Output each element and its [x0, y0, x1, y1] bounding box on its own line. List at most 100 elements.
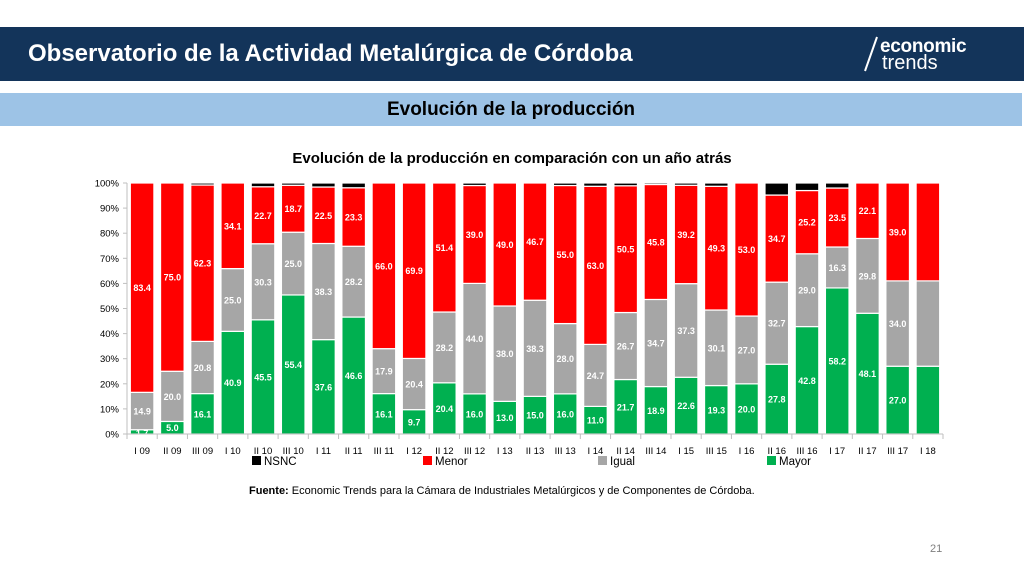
x-tick-label: III 10: [283, 446, 304, 457]
bar-segment-nsnc: [794, 182, 820, 192]
data-label-igual: 32.7: [768, 319, 786, 329]
data-label-menor: 39.2: [677, 230, 695, 240]
data-label-menor: 51.4: [436, 243, 454, 253]
data-label-menor: 45.8: [647, 237, 665, 247]
data-label-mayor: 16.0: [556, 409, 574, 419]
x-tick-label: II 10: [254, 446, 273, 457]
bar-segment-menor: [522, 182, 548, 301]
bar-segment-nsnc: [311, 182, 336, 188]
legend-label-mayor: Mayor: [779, 456, 811, 468]
data-label-menor: 22.5: [315, 211, 333, 221]
x-tick-label: I 10: [225, 446, 241, 457]
bar-segment-nsnc: [341, 182, 367, 189]
source-label: Fuente:: [249, 485, 289, 497]
logo-text-top: economic: [880, 36, 967, 57]
y-tick-label: 0%: [105, 430, 119, 441]
data-label-menor: 63.0: [587, 261, 605, 271]
bar-segment-nsnc: [280, 182, 306, 186]
data-label-menor: 25.2: [798, 218, 816, 228]
data-label-mayor: 45.5: [254, 372, 272, 382]
bar-segment-menor: [220, 182, 246, 270]
data-label-igual: 38.3: [526, 344, 544, 354]
x-tick-label: III 09: [192, 446, 213, 457]
data-label-menor: 39.0: [466, 230, 484, 240]
bar-segment-menor: [915, 182, 941, 282]
data-label-menor: 23.3: [345, 213, 363, 223]
data-label-mayor: 5.0: [166, 423, 179, 433]
y-tick-label: 30%: [100, 354, 120, 365]
y-tick-label: 60%: [100, 279, 120, 290]
data-label-menor: 22.7: [254, 211, 272, 221]
data-label-mayor: 15.0: [526, 411, 544, 421]
data-label-mayor: 21.7: [617, 402, 635, 412]
chart-title: Evolución de la producción en comparació…: [292, 150, 732, 167]
x-tick-label: III 11: [374, 446, 394, 457]
bar-segment-nsnc: [613, 182, 639, 187]
y-tick-label: 70%: [100, 254, 120, 265]
data-label-mayor: 48.1: [859, 369, 877, 379]
data-label-igual: 38.3: [315, 287, 333, 297]
data-label-igual: 24.7: [587, 371, 605, 381]
data-label-igual: 25.0: [284, 259, 302, 269]
legend-label-menor: Menor: [435, 456, 468, 468]
data-label-menor: 62.3: [194, 259, 212, 269]
data-label-igual: 30.1: [708, 343, 726, 353]
data-label-igual: 27.0: [738, 345, 756, 355]
bar-segment-igual: [915, 280, 941, 367]
data-label-igual: 16.3: [828, 263, 846, 273]
y-tick-label: 40%: [100, 329, 120, 340]
data-label-igual: 37.3: [677, 326, 695, 336]
data-label-menor: 66.0: [375, 261, 393, 271]
x-tick-label: II 11: [345, 446, 363, 457]
x-tick-label: II 09: [163, 446, 182, 457]
data-label-menor: 55.0: [556, 250, 574, 260]
bar-segment-menor: [159, 182, 185, 372]
stacked-bar-chart: 0%10%20%30%40%50%60%70%80%90%100%1.714.9…: [95, 179, 944, 468]
x-tick-label: III 17: [887, 446, 908, 457]
data-label-mayor: 20.4: [436, 404, 454, 414]
data-label-menor: 49.0: [496, 240, 514, 250]
legend-label-nsnc: NSNC: [264, 456, 297, 468]
y-tick-label: 50%: [100, 304, 120, 315]
data-label-menor: 18.7: [284, 204, 302, 214]
bar-segment-nsnc: [824, 182, 850, 189]
x-tick-label: I 18: [920, 446, 936, 457]
data-label-mayor: 46.6: [345, 371, 363, 381]
bar-segment-nsnc: [703, 182, 729, 187]
data-label-menor: 50.5: [617, 245, 635, 255]
data-label-igual: 25.0: [224, 295, 242, 305]
data-label-mayor: 22.6: [677, 401, 695, 411]
bar-segment-menor: [129, 182, 155, 393]
x-tick-label: III 14: [645, 446, 666, 457]
bar-segment-nsnc: [250, 182, 276, 188]
data-label-igual: 44.0: [466, 334, 484, 344]
data-label-mayor: 20.0: [738, 404, 756, 414]
data-label-mayor: 27.0: [889, 396, 907, 406]
data-label-menor: 69.9: [405, 266, 423, 276]
header-bar: Observatorio de la Actividad Metalúrgica…: [0, 27, 1024, 81]
data-label-mayor: 42.8: [798, 376, 816, 386]
bar-segment-menor: [885, 182, 911, 282]
x-tick-label: I 17: [829, 446, 845, 457]
data-label-mayor: 9.7: [408, 417, 421, 427]
data-label-mayor: 37.6: [315, 382, 333, 392]
y-tick-label: 90%: [100, 204, 120, 215]
data-label-mayor: 19.3: [708, 405, 726, 415]
data-label-igual: 14.9: [133, 407, 151, 417]
legend-label-igual: Igual: [610, 456, 635, 468]
data-label-igual: 29.0: [798, 286, 816, 296]
data-label-menor: 83.4: [133, 283, 151, 293]
data-label-igual: 20.0: [164, 392, 182, 402]
data-label-menor: 46.7: [526, 237, 544, 247]
data-label-menor: 39.0: [889, 227, 907, 237]
data-label-igual: 26.7: [617, 342, 635, 352]
data-label-menor: 49.3: [708, 244, 726, 254]
x-tick-label: I 13: [497, 446, 513, 457]
data-label-mayor: 16.1: [375, 409, 393, 419]
legend-swatch-igual: [598, 456, 607, 465]
y-tick-label: 10%: [100, 404, 120, 415]
logo-text-bottom: trends: [882, 52, 938, 74]
data-label-menor: 23.5: [828, 213, 846, 223]
data-label-menor: 34.1: [224, 221, 242, 231]
section-band: Evolución de la producción: [0, 93, 1022, 126]
